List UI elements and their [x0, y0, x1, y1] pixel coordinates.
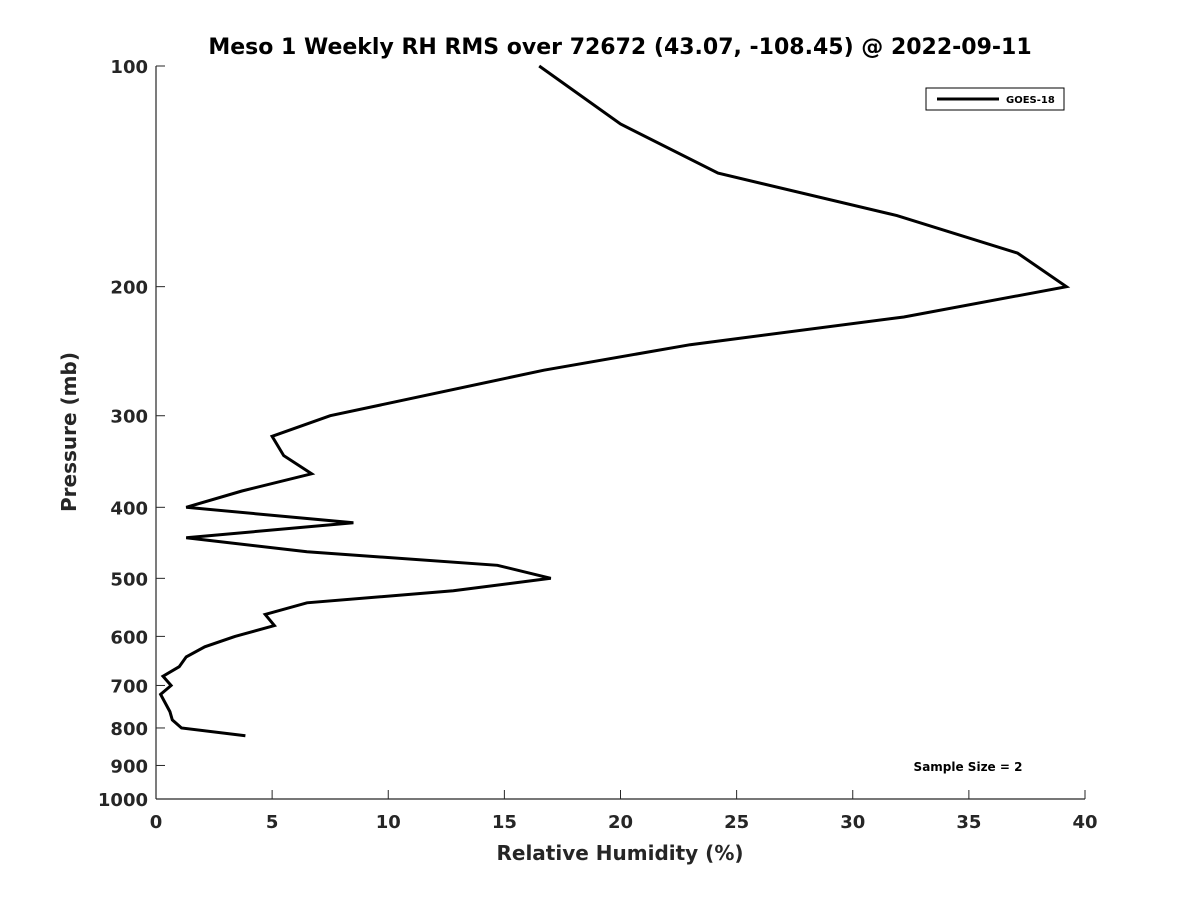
- y-tick-label: 200: [110, 278, 148, 299]
- sample-size-annotation: Sample Size = 2: [914, 760, 1023, 774]
- x-axis-label: Relative Humidity (%): [496, 841, 743, 865]
- x-tick-label: 0: [150, 812, 163, 833]
- y-ticks: 100 200 300 400 500 600 700 800 900 1000: [98, 57, 165, 811]
- y-tick-label: 700: [110, 676, 148, 697]
- y-tick-label: 500: [110, 569, 148, 590]
- x-ticks: 0 5 10 15 20 25 30 35 40: [150, 790, 1098, 833]
- series-line-goes-18: [158, 64, 1071, 738]
- legend: GOES-18: [925, 87, 1065, 111]
- x-tick-label: 15: [492, 812, 517, 833]
- y-tick-label: 300: [110, 407, 148, 428]
- series-layer: [158, 64, 1071, 738]
- x-tick-label: 30: [840, 812, 865, 833]
- x-tick-label: 25: [724, 812, 749, 833]
- x-tick-label: 35: [956, 812, 981, 833]
- y-tick-label: 900: [110, 756, 148, 777]
- y-tick-label: 100: [110, 57, 148, 78]
- y-tick-label: 400: [110, 498, 148, 519]
- x-tick-label: 10: [376, 812, 401, 833]
- x-tick-label: 5: [266, 812, 279, 833]
- x-tick-label: 20: [608, 812, 633, 833]
- y-axis-label: Pressure (mb): [57, 352, 81, 512]
- x-tick-label: 40: [1072, 812, 1097, 833]
- y-tick-label: 600: [110, 627, 148, 648]
- y-tick-label: 800: [110, 719, 148, 740]
- axes: [155, 66, 1085, 800]
- chart-title: Meso 1 Weekly RH RMS over 72672 (43.07, …: [208, 35, 1031, 60]
- y-tick-label: 1000: [98, 790, 148, 811]
- legend-label-goes-18: GOES-18: [1006, 95, 1055, 106]
